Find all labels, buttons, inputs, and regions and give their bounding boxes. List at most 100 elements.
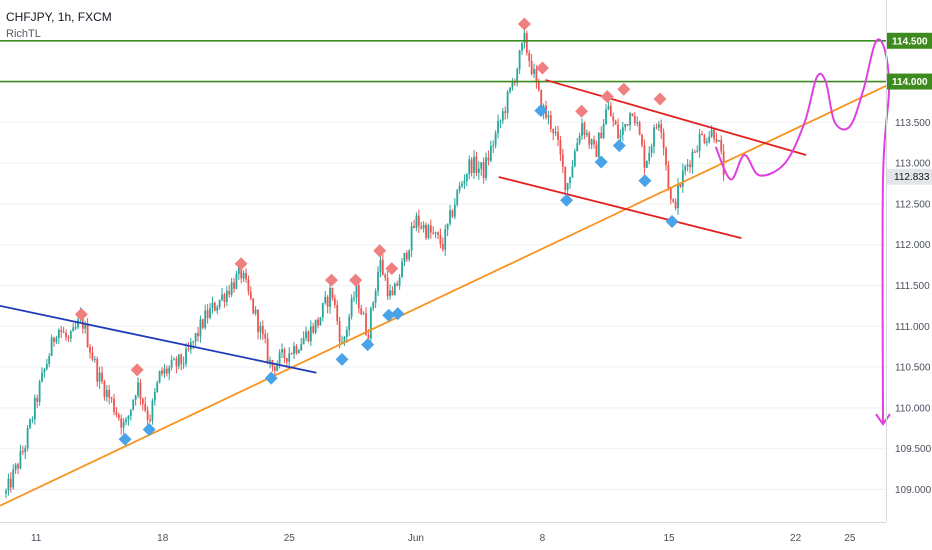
candle-body [29, 419, 31, 429]
candle-body [369, 307, 372, 339]
candle-body [161, 370, 163, 374]
candle-body [597, 132, 600, 158]
candle-body [72, 327, 75, 332]
candle-body [384, 274, 387, 278]
top-marker [535, 61, 549, 75]
candle-body [602, 123, 605, 139]
top-marker [349, 273, 363, 287]
candle-body [312, 326, 315, 333]
candle-body [624, 124, 627, 128]
candle-body [309, 326, 312, 342]
candle-body [381, 259, 384, 275]
price-tick-label: 111.500 [895, 281, 930, 292]
candle-body [453, 204, 456, 217]
candle-body [609, 105, 612, 117]
candle-body [317, 319, 319, 326]
candle-body [225, 290, 228, 302]
candle-body [657, 124, 660, 128]
candle-body [86, 324, 89, 348]
projection [714, 38, 891, 426]
candle-body [681, 170, 684, 187]
top-marker [575, 104, 589, 118]
candle-body [348, 316, 351, 330]
bottom-marker [638, 174, 652, 188]
grid [0, 40, 886, 490]
time-tick-label: 25 [284, 533, 296, 544]
candle-body [204, 310, 207, 328]
candle-body [259, 325, 262, 333]
candle-body [408, 250, 411, 260]
candle-body [139, 382, 142, 399]
candle-body [607, 105, 610, 110]
level-price-tag [887, 32, 932, 49]
candle-body [230, 282, 233, 295]
candle-body [98, 372, 101, 382]
candle-body [182, 363, 185, 365]
candle-body [341, 341, 343, 343]
time-axis[interactable]: 111825Jun8152225Ju [0, 522, 932, 545]
candle-body [134, 395, 137, 400]
price-axis[interactable]: 109.000 109.500 110.000 110.500 111.000 111.5… [886, 0, 932, 522]
candle-body [547, 115, 550, 118]
candle-body [331, 288, 334, 299]
candle-body [93, 358, 96, 360]
candle-body [285, 358, 288, 362]
candle-body [533, 69, 535, 74]
candle-body [295, 346, 298, 354]
candle-body [518, 50, 521, 69]
candle-body [283, 349, 286, 359]
candle-body [662, 132, 665, 149]
candle-body [621, 127, 624, 135]
candle-body [117, 414, 120, 419]
projection-path [714, 38, 891, 425]
candle-body [677, 183, 679, 209]
candle-body [153, 391, 156, 401]
candle-body [89, 347, 91, 353]
candle-body [149, 419, 151, 421]
symbol-title[interactable]: CHFJPY, 1h, FXCM [6, 10, 112, 24]
candle-body [557, 131, 559, 140]
candle-body [197, 333, 199, 337]
candle-body [612, 116, 615, 121]
candle-body [319, 317, 322, 326]
candle-body [463, 181, 466, 184]
candle-body [549, 115, 552, 129]
candle-body [36, 397, 39, 402]
candle-body [144, 404, 147, 411]
bottom-marker [560, 193, 574, 207]
candle-body [19, 451, 22, 469]
candle-body [132, 399, 135, 410]
candle-body [211, 302, 214, 309]
bottom-marker [391, 307, 405, 321]
swing-markers [74, 17, 679, 446]
candle-body [228, 290, 231, 295]
candle-body [413, 226, 415, 228]
candle-body [293, 346, 295, 355]
candle-body [173, 359, 175, 361]
candle-body [473, 156, 475, 173]
bottom-marker [612, 139, 626, 153]
indicator-name[interactable]: RichTL [6, 28, 41, 40]
candle-body [576, 143, 579, 152]
candle-body [367, 334, 370, 339]
candle-body [650, 146, 653, 153]
price-tick-label: 110.000 [895, 403, 931, 414]
candle-body [689, 164, 691, 168]
candle-body [156, 382, 159, 392]
candle-body [329, 288, 331, 307]
candle-body [113, 398, 115, 412]
bottom-marker [264, 371, 278, 385]
candle-body [105, 390, 108, 397]
candle-body [653, 127, 655, 147]
candle-body [67, 337, 70, 339]
candle-body [278, 352, 281, 364]
candle-body [595, 144, 598, 158]
candle-body [643, 145, 646, 168]
candle-body [170, 359, 173, 368]
candle-body [305, 331, 307, 338]
price-tick-label: 112.500 [895, 199, 931, 210]
candle-body [396, 283, 399, 286]
candle-body [281, 349, 283, 353]
